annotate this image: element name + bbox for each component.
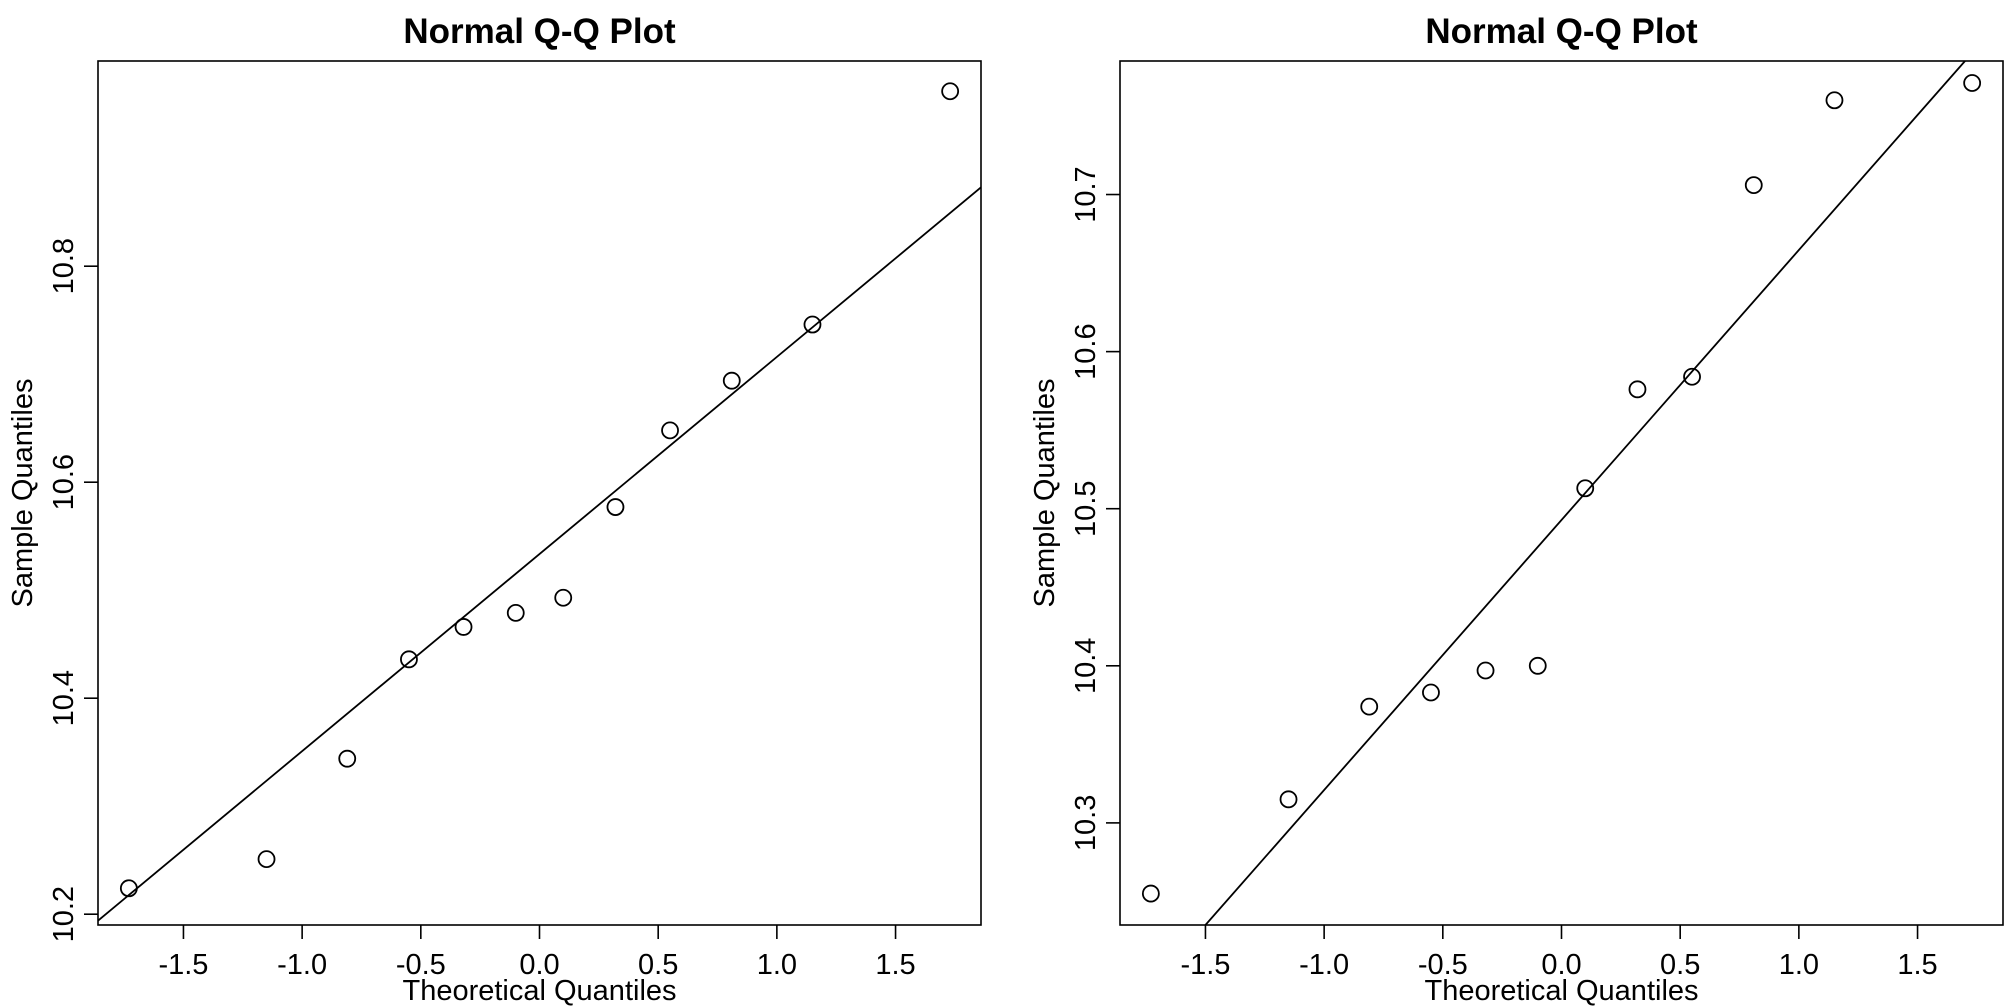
plot-frame	[1119, 60, 2004, 926]
qq-point	[1476, 661, 1495, 680]
x-tick-label: 1.5	[1897, 949, 1937, 981]
plot-frame	[97, 60, 982, 926]
qq-point	[119, 879, 138, 898]
qq-point	[257, 850, 276, 869]
y-tick-label: 10.8	[48, 238, 80, 294]
qq-point	[400, 650, 418, 669]
qq-point	[1576, 479, 1595, 498]
qq-point	[1141, 884, 1160, 903]
qq-plot-right: Normal Q-Q Plot -1.5 -1.0 -0.5 0.0 0.5 1.0 1.5 1…	[1029, 12, 2004, 1007]
x-tick-label: 1.0	[757, 949, 797, 981]
x-tick-label: 0.0	[519, 949, 559, 981]
qq-point	[803, 315, 822, 334]
qq-reference-line	[1204, 61, 1966, 925]
qq-point	[661, 421, 679, 440]
qq-point	[1279, 790, 1298, 809]
x-axis-label: Theoretical Quantiles	[402, 975, 676, 1007]
x-tick-label: 0.0	[1541, 949, 1581, 981]
x-tick-label: 1.0	[1779, 949, 1819, 981]
y-tick-label: 10.6	[1070, 323, 1102, 379]
y-tick-label: 10.4	[1070, 638, 1102, 694]
qq-point	[454, 618, 473, 636]
qq-reference-line	[98, 186, 981, 922]
x-tick-label: -1.0	[277, 949, 327, 981]
qq-point	[554, 588, 573, 607]
qq-point	[506, 603, 525, 622]
qq-point	[941, 82, 960, 101]
qq-point	[722, 371, 741, 390]
x-tick-label: -1.0	[1299, 949, 1349, 981]
qq-point	[606, 498, 625, 516]
qq-point	[338, 749, 357, 768]
qq-point	[1628, 380, 1647, 399]
x-tick-label: -0.5	[1418, 949, 1468, 981]
y-tick-label: 10.6	[48, 454, 80, 510]
qq-point	[1683, 367, 1701, 386]
qq-point	[1744, 176, 1763, 195]
y-tick-label: 10.5	[1070, 480, 1102, 536]
y-tick-label: 10.4	[48, 670, 80, 726]
y-tick-label: 10.3	[1070, 795, 1102, 851]
qq-point	[1528, 656, 1547, 675]
qq-point	[1422, 683, 1440, 702]
y-axis-label: Sample Quantiles	[7, 379, 39, 608]
x-tick-label: 1.5	[875, 949, 915, 981]
qq-plot-left: Normal Q-Q Plot -1.5 -1.0 -0.5 0.0 0.5 1.0 1.5 1…	[7, 12, 982, 1007]
chart-title: Normal Q-Q Plot	[403, 12, 676, 51]
x-tick-label: -0.5	[396, 949, 446, 981]
x-tick-label: 0.5	[638, 949, 678, 981]
chart-title: Normal Q-Q Plot	[1425, 12, 1698, 51]
x-tick-label: 0.5	[1660, 949, 1700, 981]
x-tick-label: -1.5	[1180, 949, 1230, 981]
y-axis-label: Sample Quantiles	[1029, 379, 1061, 608]
y-tick-label: 10.7	[1070, 166, 1102, 222]
qq-point	[1360, 697, 1379, 716]
y-tick-label: 10.2	[48, 886, 80, 942]
x-axis-label: Theoretical Quantiles	[1424, 975, 1698, 1007]
qq-point	[1825, 91, 1844, 110]
qq-point	[1963, 74, 1982, 92]
x-tick-label: -1.5	[158, 949, 208, 981]
